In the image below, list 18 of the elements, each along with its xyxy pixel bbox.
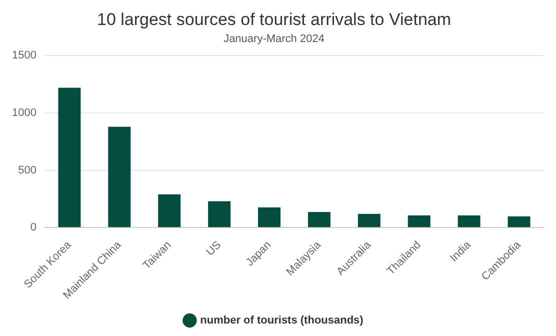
bar (508, 216, 530, 228)
bar (58, 88, 81, 228)
bar (458, 215, 480, 228)
bar (158, 194, 181, 228)
chart-title: 10 largest sources of tourist arrivals to Vietnam (96, 10, 452, 29)
bar (108, 126, 131, 228)
y-tick-label: 1500 (12, 50, 36, 62)
bar (258, 207, 280, 228)
y-tick-label: 500 (18, 164, 36, 176)
bar (208, 201, 231, 228)
y-tick-label: 0 (30, 222, 36, 234)
bar (408, 215, 430, 228)
legend-label: number of tourists (thousands) (200, 314, 364, 327)
y-tick-label: 1000 (12, 106, 36, 119)
chart-subtitle: January-March 2024 (224, 33, 324, 46)
bar (308, 212, 330, 228)
bar (358, 214, 380, 228)
x-tick-label: US (204, 239, 224, 258)
